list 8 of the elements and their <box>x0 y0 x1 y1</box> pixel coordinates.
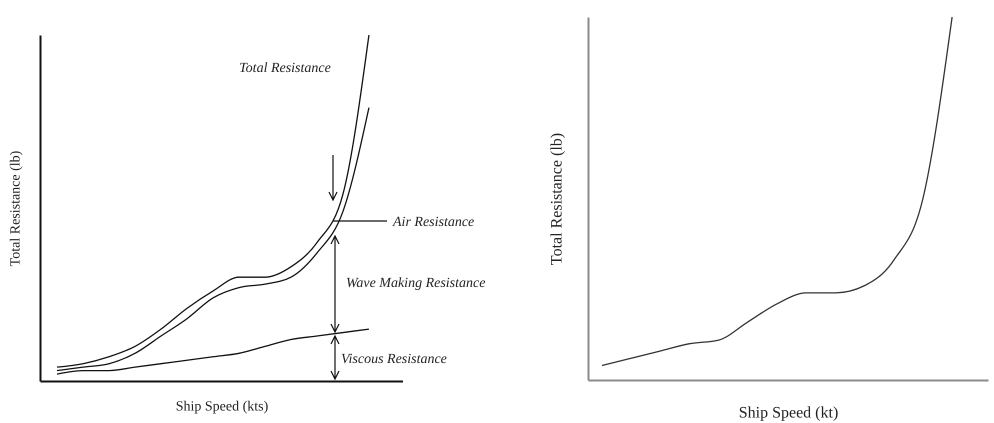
y-axis-title: Total Resistance (lb) <box>548 132 566 266</box>
x-axis-title: Ship Speed (kts) <box>176 400 269 414</box>
y-axis-title: Total Resistance (lb) <box>8 150 24 266</box>
annotation: Air Resistance <box>392 215 474 230</box>
annotation: Viscous Resistance <box>341 352 447 367</box>
annotation: Wave Making Resistance <box>346 276 486 291</box>
annotation: Total Resistance <box>239 61 331 76</box>
x-axis-title: Ship Speed (kt) <box>738 404 838 422</box>
